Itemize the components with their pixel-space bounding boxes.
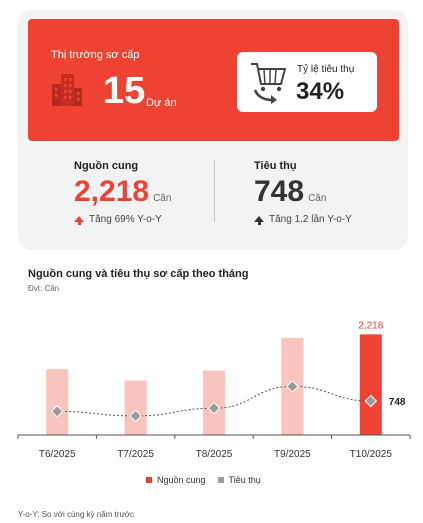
arrow-up-icon	[74, 216, 84, 225]
arrow-up-icon	[254, 216, 264, 225]
chart-legend: Nguồn cung Tiêu thụ	[146, 475, 261, 485]
sales-value: 748	[254, 175, 305, 208]
project-unit: Dự án	[146, 97, 177, 109]
supply-bar	[359, 334, 382, 435]
supply-value-label: 2,218	[358, 320, 383, 331]
stat-divider	[214, 160, 215, 222]
absorption-label: Tỷ lệ tiêu thụ	[297, 64, 355, 75]
building-icon	[52, 74, 82, 106]
supply-bar	[46, 369, 69, 435]
sales-value-label: 748	[389, 397, 406, 408]
legend-swatch-sales	[217, 477, 224, 483]
legend-item-sales: Tiêu thụ	[217, 475, 261, 485]
supply-delta: Tăng 69% Y-o-Y	[89, 214, 162, 225]
supply-bar	[124, 380, 147, 435]
supply-value: 2,218	[74, 175, 150, 208]
sales-stat: Tiêu thụ 748 Căn Tăng 1.2 lần Y-o-Y	[254, 160, 352, 225]
x-tick-label: T9/2025	[274, 449, 311, 460]
legend-swatch-supply	[146, 477, 152, 483]
legend-label-sales: Tiêu thụ	[228, 475, 261, 485]
sales-unit: Căn	[308, 193, 327, 204]
hero-label: Thị trường sơ cấp	[51, 49, 140, 61]
absorption-value: 34%	[296, 78, 345, 105]
x-tick-label: T6/2025	[39, 449, 76, 460]
supply-sales-chart: 2,218 748 T6/2025 T7/2025 T8/2025 T9/2025 T10/…	[17, 320, 411, 460]
x-tick-label: T8/2025	[196, 449, 233, 460]
supply-stat: Nguồn cung 2,218 Căn Tăng 69% Y-o-Y	[74, 160, 171, 225]
absorption-rate-box: Tỷ lệ tiêu thụ 34%	[237, 52, 377, 112]
footnote: Y-o-Y: So với cùng kỳ năm trước	[18, 510, 135, 519]
x-tick-label: T10/2025	[350, 449, 393, 460]
sales-point	[50, 405, 64, 418]
sales-delta: Tăng 1.2 lần Y-o-Y	[269, 214, 352, 225]
sales-point	[207, 401, 221, 415]
shopping-cart-icon	[251, 63, 286, 104]
legend-item-supply: Nguồn cung	[146, 475, 206, 485]
supply-unit: Căn	[153, 193, 172, 204]
sales-point	[364, 394, 378, 408]
sales-point	[129, 409, 142, 423]
chart-title: Nguồn cung và tiêu thụ sơ cấp theo tháng	[28, 268, 249, 280]
x-tick-label: T7/2025	[117, 449, 154, 460]
sales-point	[286, 380, 299, 393]
chart-unit-label: Đvt: Căn	[28, 284, 60, 293]
project-count: 15	[103, 70, 146, 112]
supply-label: Nguồn cung	[74, 160, 139, 172]
legend-label-supply: Nguồn cung	[157, 475, 206, 485]
primary-market-panel: Thị trường sơ cấp 15 Dự án Tỷ lệ tiêu th…	[28, 19, 399, 141]
sales-label: Tiêu thụ	[254, 160, 297, 172]
